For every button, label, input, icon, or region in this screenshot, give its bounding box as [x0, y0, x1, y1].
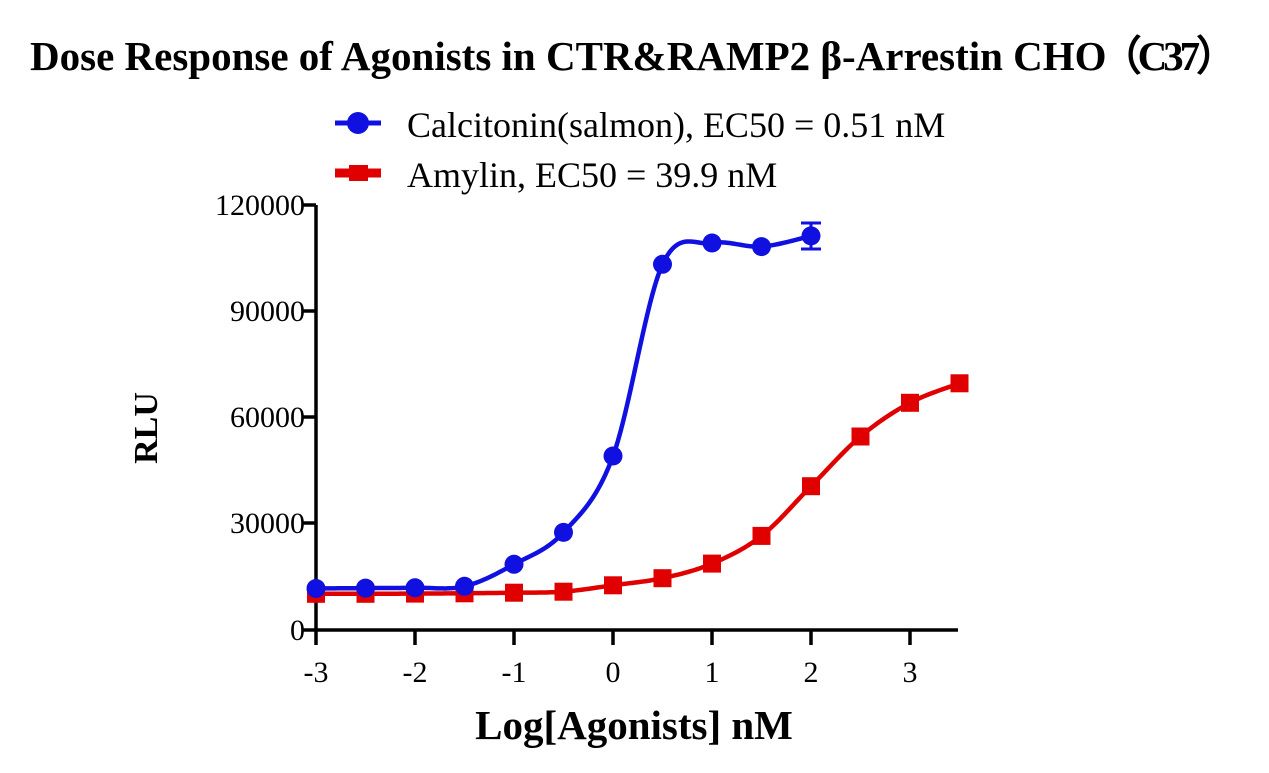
- svg-text:120000: 120000: [215, 189, 305, 222]
- svg-text:90000: 90000: [230, 295, 305, 328]
- svg-text:2: 2: [804, 656, 819, 689]
- svg-text:0: 0: [290, 614, 305, 647]
- svg-text:Calcitonin(salmon), EC50 = 0.5: Calcitonin(salmon), EC50 = 0.51 nM: [407, 105, 945, 145]
- svg-text:3: 3: [903, 656, 918, 689]
- svg-text:-3: -3: [304, 656, 329, 689]
- svg-text:-2: -2: [403, 656, 428, 689]
- svg-text:Amylin, EC50 = 39.9 nM: Amylin, EC50 = 39.9 nM: [407, 155, 777, 195]
- svg-text:30000: 30000: [230, 507, 305, 540]
- svg-text:-1: -1: [502, 656, 527, 689]
- svg-text:Log[Agonists] nM: Log[Agonists] nM: [475, 702, 793, 748]
- svg-text:60000: 60000: [230, 401, 305, 434]
- svg-text:1: 1: [705, 656, 720, 689]
- svg-text:0: 0: [606, 656, 621, 689]
- svg-text:RLU: RLU: [128, 392, 165, 464]
